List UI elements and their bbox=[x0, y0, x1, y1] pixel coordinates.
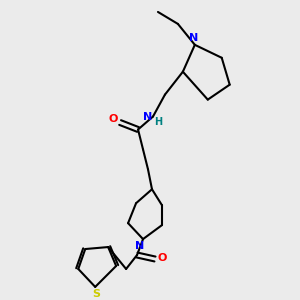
Text: N: N bbox=[189, 33, 199, 43]
Text: S: S bbox=[92, 289, 100, 299]
Text: O: O bbox=[109, 113, 118, 124]
Text: N: N bbox=[143, 112, 153, 122]
Text: N: N bbox=[135, 241, 145, 251]
Text: H: H bbox=[154, 116, 162, 127]
Text: O: O bbox=[157, 253, 167, 263]
